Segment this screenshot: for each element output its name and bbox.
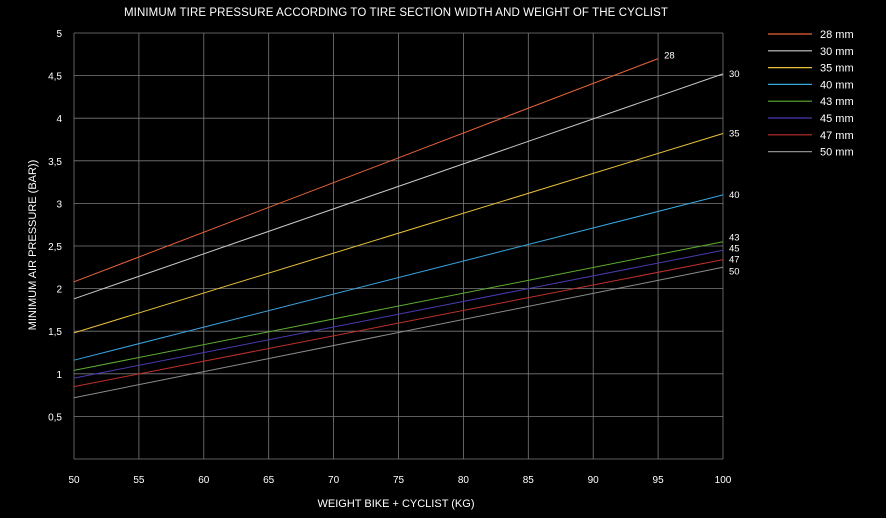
x-axis-label: WEIGHT BIKE + CYCLIST (KG)	[318, 498, 475, 510]
legend-entry: 43 mm	[820, 96, 854, 108]
x-tick-label: 70	[328, 475, 340, 486]
y-tick-label: 1,5	[48, 327, 62, 338]
series-end-label: 50	[729, 266, 740, 277]
legend-entry: 35 mm	[820, 63, 854, 75]
series-line	[73, 73, 724, 300]
x-tick-label: 65	[263, 475, 275, 486]
legend-entry: 28 mm	[820, 29, 854, 41]
legend-entry: 50 mm	[820, 147, 854, 159]
series-line	[73, 266, 724, 399]
x-tick-label: 55	[133, 475, 145, 486]
legend-entry: 45 mm	[820, 113, 854, 125]
series-line	[73, 58, 659, 283]
x-tick-label: 50	[68, 475, 80, 486]
x-tick-label: 100	[715, 475, 732, 486]
series-line	[73, 133, 724, 334]
series-line	[73, 259, 724, 388]
y-tick-label: 1	[56, 370, 62, 381]
y-tick-label: 5	[56, 29, 62, 40]
series-line	[73, 241, 724, 371]
x-tick-label: 75	[393, 475, 405, 486]
series-line	[73, 249, 724, 379]
x-tick-label: 85	[523, 475, 535, 486]
y-tick-label: 0,5	[48, 412, 62, 423]
series-line	[73, 194, 724, 361]
x-tick-label: 90	[588, 475, 600, 486]
legend: 28 mm 30 mm 35 mm 40 mm 43 mm 45 mm 47 mm 50 mm	[768, 29, 854, 159]
x-tick-label: 95	[653, 475, 665, 486]
series-end-label: 47	[729, 255, 740, 266]
grid	[73, 32, 724, 460]
legend-entry: 30 mm	[820, 46, 854, 58]
chart-title: MINIMUM TIRE PRESSURE ACCORDING TO TIRE …	[124, 7, 668, 19]
y-tick-label: 3	[56, 199, 62, 210]
y-tick-label: 4	[56, 114, 62, 125]
series-lines	[73, 58, 724, 399]
series-end-label: 35	[729, 129, 740, 140]
x-tick-labels: 50 55 60 65 70 75 80 85 90 95 100	[68, 475, 731, 486]
series-end-label: 43	[729, 233, 740, 244]
x-tick-label: 60	[198, 475, 210, 486]
y-axis-label: MINIMUM AIR PRESSURE (BAR))	[27, 160, 39, 331]
y-tick-label: 2,5	[48, 242, 62, 253]
series-end-label: 28	[664, 51, 675, 62]
series-end-label: 30	[729, 69, 740, 80]
y-tick-label: 4,5	[48, 72, 62, 83]
y-tick-label: 2	[56, 285, 62, 296]
y-tick-label: 3,5	[48, 157, 62, 168]
legend-entry: 40 mm	[820, 79, 854, 91]
series-end-label: 45	[729, 243, 740, 254]
y-tick-labels: 0,5 1 1,5 2 2,5 3 3,5 4 4,5 5	[48, 29, 62, 423]
legend-entry: 47 mm	[820, 130, 854, 142]
series-end-label: 40	[729, 190, 740, 201]
x-tick-label: 80	[458, 475, 470, 486]
